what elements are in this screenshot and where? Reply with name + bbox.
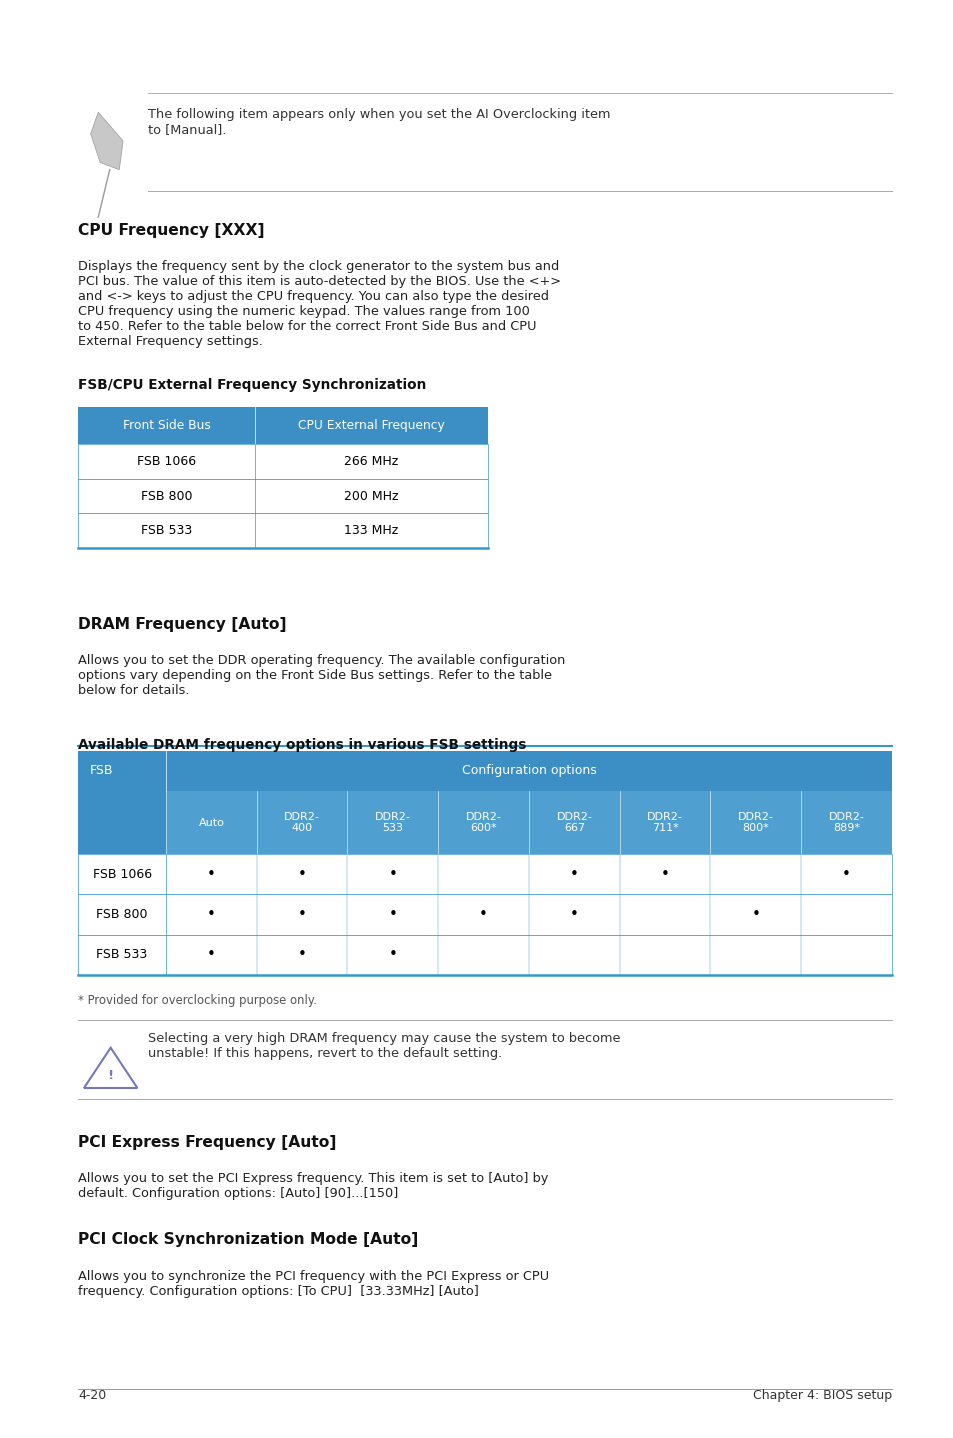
Text: Allows you to synchronize the PCI frequency with the PCI Express or CPU
frequenc: Allows you to synchronize the PCI freque… — [78, 1270, 549, 1297]
Text: DDR2-
533: DDR2- 533 — [375, 811, 411, 834]
Text: 133 MHz: 133 MHz — [344, 523, 398, 538]
Text: DDR2-
889*: DDR2- 889* — [828, 811, 863, 834]
Bar — [78, 444, 488, 479]
Bar — [78, 407, 488, 444]
Text: FSB 800: FSB 800 — [96, 907, 148, 922]
Text: !: ! — [108, 1068, 113, 1083]
Text: DDR2-
711*: DDR2- 711* — [646, 811, 682, 834]
Text: FSB 800: FSB 800 — [141, 489, 192, 503]
Text: •: • — [841, 867, 850, 881]
Text: Auto: Auto — [198, 818, 224, 827]
Text: •: • — [207, 907, 215, 922]
Text: •: • — [569, 907, 578, 922]
Text: •: • — [388, 867, 396, 881]
Text: DDR2-
800*: DDR2- 800* — [738, 811, 773, 834]
Text: PCI Clock Synchronization Mode [Auto]: PCI Clock Synchronization Mode [Auto] — [78, 1232, 418, 1247]
Text: DDR2-
600*: DDR2- 600* — [465, 811, 501, 834]
Text: 266 MHz: 266 MHz — [344, 454, 398, 469]
Text: •: • — [388, 907, 396, 922]
Text: FSB 533: FSB 533 — [141, 523, 192, 538]
Text: FSB 1066: FSB 1066 — [92, 867, 152, 881]
Bar — [78, 479, 488, 513]
Text: •: • — [297, 948, 306, 962]
Bar — [78, 854, 891, 894]
Text: DDR2-
400: DDR2- 400 — [284, 811, 319, 834]
Text: FSB: FSB — [90, 764, 113, 778]
Text: PCI Express Frequency [Auto]: PCI Express Frequency [Auto] — [78, 1135, 336, 1149]
Text: •: • — [751, 907, 760, 922]
Text: Displays the frequency sent by the clock generator to the system bus and
PCI bus: Displays the frequency sent by the clock… — [78, 260, 560, 348]
Text: Available DRAM frequency options in various FSB settings: Available DRAM frequency options in vari… — [78, 738, 526, 752]
Text: Allows you to set the DDR operating frequency. The available configuration
optio: Allows you to set the DDR operating freq… — [78, 654, 565, 697]
Polygon shape — [84, 1048, 137, 1089]
Text: Configuration options: Configuration options — [461, 764, 596, 778]
Text: * Provided for overclocking purpose only.: * Provided for overclocking purpose only… — [78, 994, 316, 1007]
Text: •: • — [660, 867, 669, 881]
Text: •: • — [297, 867, 306, 881]
Bar — [78, 935, 891, 975]
Text: 4-20: 4-20 — [78, 1389, 107, 1402]
Text: DDR2-
667: DDR2- 667 — [556, 811, 592, 834]
Bar — [78, 894, 891, 935]
Text: CPU External Frequency: CPU External Frequency — [298, 418, 444, 433]
Text: CPU Frequency [XXX]: CPU Frequency [XXX] — [78, 223, 265, 237]
Bar — [78, 791, 891, 854]
Text: FSB 1066: FSB 1066 — [137, 454, 195, 469]
Text: FSB/CPU External Frequency Synchronization: FSB/CPU External Frequency Synchronizati… — [78, 378, 426, 393]
Text: •: • — [207, 948, 215, 962]
Text: •: • — [478, 907, 488, 922]
Text: •: • — [569, 867, 578, 881]
Bar — [78, 751, 891, 791]
Text: •: • — [207, 867, 215, 881]
Text: •: • — [388, 948, 396, 962]
Bar — [78, 513, 488, 548]
Text: The following item appears only when you set the AI Overclocking item
to [Manual: The following item appears only when you… — [148, 108, 610, 135]
Bar — [78, 791, 166, 854]
Text: Chapter 4: BIOS setup: Chapter 4: BIOS setup — [752, 1389, 891, 1402]
Text: Allows you to set the PCI Express frequency. This item is set to [Auto] by
defau: Allows you to set the PCI Express freque… — [78, 1172, 548, 1199]
Text: 200 MHz: 200 MHz — [344, 489, 398, 503]
Polygon shape — [91, 112, 123, 170]
Text: DRAM Frequency [Auto]: DRAM Frequency [Auto] — [78, 617, 287, 631]
Text: FSB 533: FSB 533 — [96, 948, 148, 962]
Text: Selecting a very high DRAM frequency may cause the system to become
unstable! If: Selecting a very high DRAM frequency may… — [148, 1032, 619, 1060]
Text: Front Side Bus: Front Side Bus — [122, 418, 211, 433]
Text: •: • — [297, 907, 306, 922]
